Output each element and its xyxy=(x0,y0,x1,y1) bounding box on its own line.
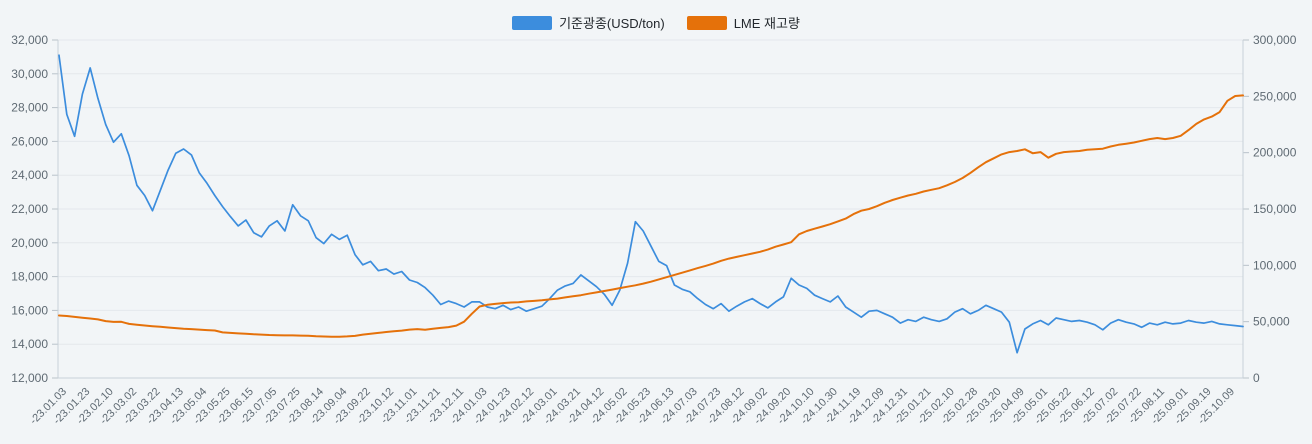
svg-text:16,000: 16,000 xyxy=(11,303,48,317)
legend: 기준광종(USD/ton) LME 재고량 xyxy=(0,0,1312,32)
svg-text:30,000: 30,000 xyxy=(11,67,48,81)
svg-text:32,000: 32,000 xyxy=(11,33,48,47)
svg-text:26,000: 26,000 xyxy=(11,134,48,148)
svg-text:0: 0 xyxy=(1253,371,1260,385)
svg-text:12,000: 12,000 xyxy=(11,371,48,385)
svg-text:24,000: 24,000 xyxy=(11,168,48,182)
svg-text:18,000: 18,000 xyxy=(11,270,48,284)
inventory-series-swatch-icon xyxy=(686,15,727,30)
inventory-series-label: LME 재고량 xyxy=(733,16,800,31)
svg-text:250,000: 250,000 xyxy=(1253,89,1297,103)
svg-text:28,000: 28,000 xyxy=(11,101,48,115)
price-series-swatch-icon xyxy=(512,15,553,30)
price-series-label: 기준광종(USD/ton) xyxy=(559,16,665,31)
svg-text:20,000: 20,000 xyxy=(11,236,48,250)
svg-text:100,000: 100,000 xyxy=(1253,258,1297,272)
svg-text:150,000: 150,000 xyxy=(1253,202,1297,216)
svg-text:200,000: 200,000 xyxy=(1253,146,1297,160)
svg-text:14,000: 14,000 xyxy=(11,337,48,351)
legend-item-inventory[interactable]: LME 재고량 xyxy=(686,13,800,32)
svg-text:300,000: 300,000 xyxy=(1253,33,1297,47)
legend-item-price[interactable]: 기준광종(USD/ton) xyxy=(512,13,665,32)
svg-text:50,000: 50,000 xyxy=(1253,315,1290,329)
svg-text:22,000: 22,000 xyxy=(11,202,48,216)
